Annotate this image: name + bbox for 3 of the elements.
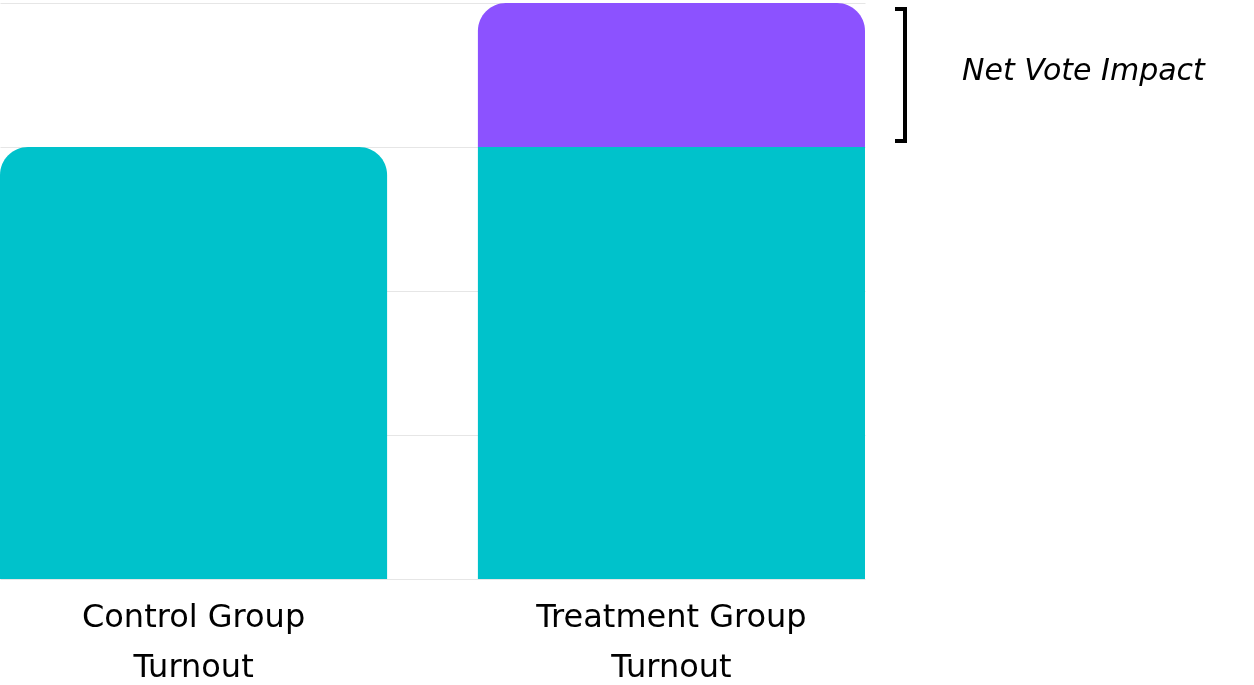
x-tick-label: Treatment Group Turnout xyxy=(535,596,807,685)
x-tick-label: Control Group Turnout xyxy=(81,596,306,685)
text: Net Vote Impact xyxy=(962,52,1205,87)
